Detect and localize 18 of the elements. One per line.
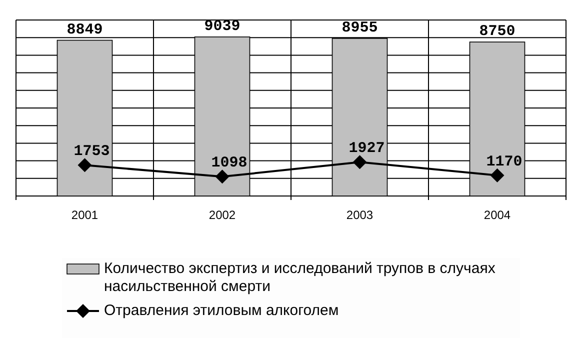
data-label: 1753 — [74, 143, 110, 160]
data-label: 9039 — [204, 18, 240, 35]
point — [78, 158, 92, 172]
point — [215, 170, 230, 184]
legend-label: Количество экспертиз и исследований трупов в случаях насильственной смерти — [104, 260, 496, 296]
legend-label: Отравления этиловым алкоголем — [104, 302, 339, 320]
x-tick-label: 2004 — [484, 208, 511, 222]
data-label: 1098 — [211, 154, 248, 172]
data-label: 1170 — [486, 153, 522, 170]
point — [352, 155, 367, 170]
data-label: 1927 — [348, 140, 385, 158]
data-label: 8750 — [479, 23, 516, 40]
x-tick-label: 2003 — [346, 208, 374, 222]
data-label: 8955 — [342, 19, 378, 36]
x-tick-label: 2001 — [71, 208, 98, 222]
x-tick-label: 2002 — [208, 208, 236, 222]
point — [490, 168, 504, 182]
data-label: 8849 — [66, 21, 103, 38]
